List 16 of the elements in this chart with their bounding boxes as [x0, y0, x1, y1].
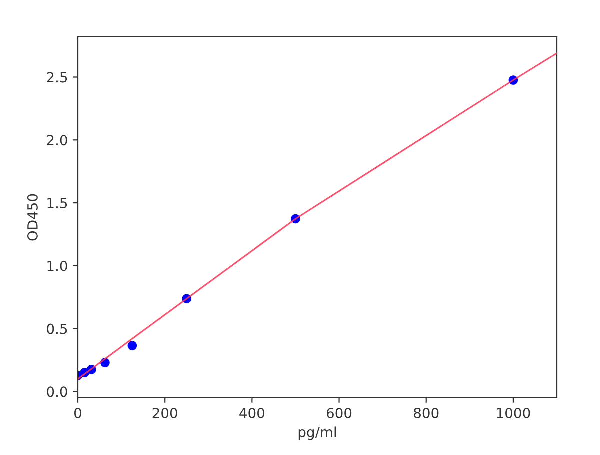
x-tick-label: 800 [414, 408, 439, 418]
line-series [78, 52, 557, 380]
point [128, 341, 138, 350]
x-tick-label: 200 [152, 408, 178, 418]
y-tick-label: 1.5 [48, 198, 68, 209]
y-axis-title: OD450 [27, 194, 38, 241]
x-axis-title: pg/ml [298, 426, 336, 440]
x-tick-label: 0 [74, 408, 82, 418]
y-tick-label: 2.0 [47, 135, 68, 146]
y-tick-label: 1.0 [48, 260, 68, 272]
y-tick-label: 2.5 [47, 72, 68, 83]
y-tick-label: 0.0 [47, 386, 68, 398]
x-tick-label: 400 [240, 408, 265, 418]
x-tick-label: 1000 [497, 408, 530, 418]
x-tick-label: 600 [326, 408, 352, 418]
y-tick-label: 0.5 [47, 324, 68, 334]
